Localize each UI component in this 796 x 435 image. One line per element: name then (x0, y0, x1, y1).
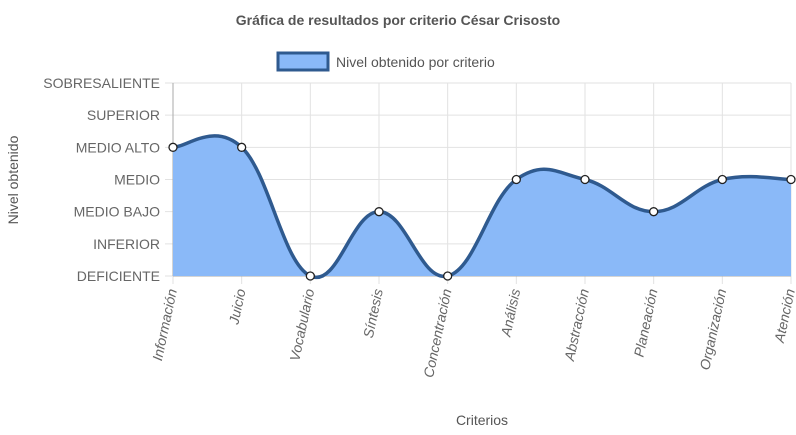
data-point-4[interactable] (443, 271, 453, 281)
data-point-7[interactable] (649, 207, 659, 217)
x-axis-ticks: Información Juicio Vocabulario Síntesis Conc… (149, 287, 796, 379)
series-line (172, 134, 792, 280)
data-point-8[interactable] (717, 174, 727, 185)
x-tick-label: Vocabulario (286, 287, 317, 362)
y-axis-title: Nivel obtenido (5, 135, 21, 224)
x-tick-label: Juicio (225, 287, 248, 327)
legend-swatch (276, 51, 330, 72)
x-tick-label: Análisis (497, 287, 523, 339)
x-tick-label: Abstracción (561, 287, 592, 363)
x-tick-label: Información (149, 287, 180, 362)
y-tick-label: SOBRESALIENTE (43, 75, 160, 91)
series-area-fill (173, 135, 791, 278)
y-tick-label: MEDIO BAJO (74, 204, 160, 220)
data-point-3[interactable] (374, 207, 384, 217)
y-tick-label: SUPERIOR (87, 107, 160, 123)
data-point-1[interactable] (237, 142, 247, 152)
y-tick-label: MEDIO ALTO (76, 139, 160, 155)
plot-area (168, 134, 796, 281)
x-tick-label: Síntesis (360, 287, 386, 339)
data-point-2[interactable] (305, 271, 315, 281)
legend-label: Nivel obtenido por criterio (336, 54, 495, 70)
x-tick-label: Organización (696, 287, 729, 371)
data-point-5[interactable] (511, 174, 521, 185)
data-point-0[interactable] (168, 142, 178, 152)
x-axis-title: Criterios (456, 412, 508, 428)
y-axis-ticks: DEFICIENTE INFERIOR MEDIO BAJO MEDIO MEDIO A… (43, 75, 160, 284)
chart-title: Gráfica de resultados por criterio César… (236, 12, 560, 28)
data-point-6[interactable] (580, 174, 590, 185)
x-tick-label: Planeación (631, 287, 661, 358)
y-tick-label: DEFICIENTE (77, 268, 160, 284)
data-point-9[interactable] (786, 174, 796, 185)
x-tick-label: Concentración (420, 287, 454, 379)
y-tick-label: INFERIOR (93, 236, 160, 252)
y-tick-label: MEDIO (114, 172, 160, 188)
x-tick-label: Atención (771, 287, 796, 345)
legend[interactable]: Nivel obtenido por criterio (276, 51, 495, 72)
